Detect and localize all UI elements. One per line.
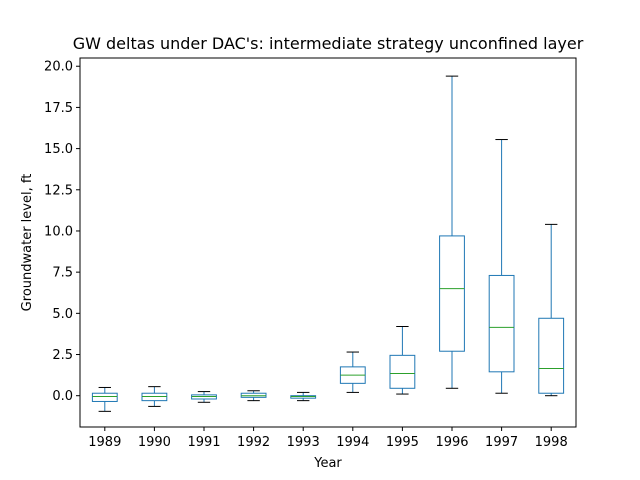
box-1989 bbox=[91, 386, 118, 412]
x-tick-label: 1997 bbox=[485, 435, 518, 450]
y-tick-label: 2.5 bbox=[52, 348, 73, 363]
axes-frame bbox=[79, 57, 577, 428]
x-tick-label: 1989 bbox=[88, 435, 121, 450]
chart-title: GW deltas under DAC's: intermediate stra… bbox=[73, 34, 584, 53]
iqr-box bbox=[439, 235, 465, 352]
y-tick-label: 0.0 bbox=[52, 389, 73, 404]
box-1990 bbox=[141, 386, 168, 407]
box-1991 bbox=[191, 391, 217, 403]
box-1995 bbox=[389, 326, 416, 395]
box-1992 bbox=[240, 390, 267, 402]
x-tick-label: 1998 bbox=[535, 435, 568, 450]
box-1997 bbox=[488, 139, 515, 394]
box-1994 bbox=[339, 351, 366, 393]
x-tick-label: 1993 bbox=[287, 435, 320, 450]
x-tick-label: 1990 bbox=[138, 435, 171, 450]
x-axis: 1989 1990 1991 1992 1993 1994 1995 1996 1997 1998 bbox=[88, 427, 568, 450]
x-tick-label: 1995 bbox=[386, 435, 419, 450]
x-tick-label: 1991 bbox=[187, 435, 220, 450]
y-tick-label: 20.0 bbox=[44, 60, 73, 75]
y-tick-label: 12.5 bbox=[44, 183, 73, 198]
box-1993 bbox=[290, 391, 317, 402]
y-tick-label: 7.5 bbox=[52, 266, 73, 281]
y-tick-label: 17.5 bbox=[44, 101, 73, 116]
x-tick-label: 1994 bbox=[336, 435, 369, 450]
box-1998 bbox=[538, 223, 565, 397]
x-tick-label: 1992 bbox=[237, 435, 270, 450]
iqr-box bbox=[389, 354, 416, 389]
x-tick-label: 1996 bbox=[435, 435, 468, 450]
y-tick-label: 5.0 bbox=[52, 307, 73, 322]
iqr-box bbox=[538, 317, 565, 394]
y-tick-label: 10.0 bbox=[44, 224, 73, 239]
y-axis-label: Groundwater level, ft bbox=[20, 174, 35, 312]
plot-area bbox=[91, 75, 565, 412]
iqr-box bbox=[91, 392, 118, 402]
box-1996 bbox=[439, 75, 465, 389]
y-axis: 0.0 2.5 5.0 7.5 10.0 12.5 15.0 17.5 20.0 bbox=[44, 60, 80, 404]
iqr-box bbox=[488, 274, 515, 373]
x-axis-label: Year bbox=[313, 456, 342, 471]
y-tick-label: 15.0 bbox=[44, 142, 73, 157]
